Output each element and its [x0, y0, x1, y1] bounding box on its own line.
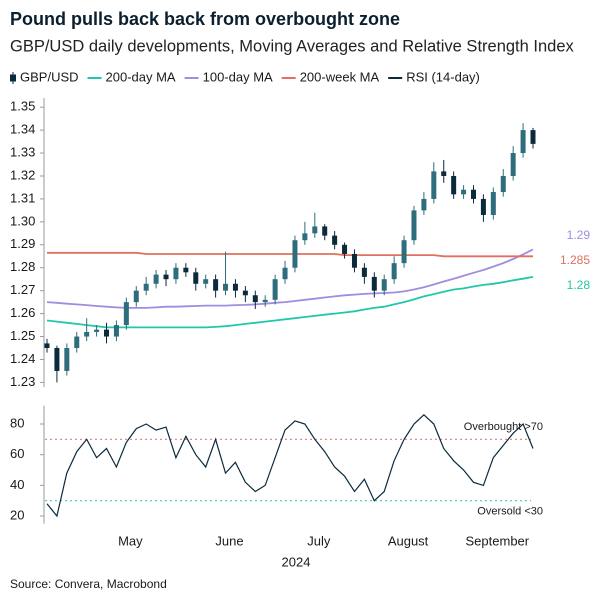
candle-body [361, 267, 367, 277]
ma-line [46, 248, 534, 309]
legend-label: 200-week MA [300, 69, 380, 84]
end-label: 1.285 [560, 253, 590, 267]
x-tick-label: August [388, 533, 429, 548]
candle-body [84, 331, 90, 337]
y-tick-label: 1.35 [10, 99, 35, 114]
end-label: 1.29 [567, 228, 591, 242]
candle-body [322, 226, 328, 236]
candle-body [520, 130, 526, 154]
candle-body [242, 290, 248, 296]
x-tick-label: September [466, 533, 530, 548]
candle-body [470, 189, 476, 199]
source: Source: Convera, Macrobond [10, 577, 167, 591]
y-tick-label: 1.29 [10, 236, 35, 251]
y-tick-label: 1.32 [10, 167, 35, 182]
candle-body [232, 283, 238, 291]
candle-body [163, 274, 169, 280]
y-tick-label: 1.24 [10, 351, 35, 366]
y-tick-label: 1.30 [10, 213, 35, 228]
candle-body [332, 235, 338, 245]
candle-body [381, 279, 387, 291]
y-tick-label: 80 [10, 415, 24, 430]
reference-label: Overbought >70 [464, 421, 543, 433]
ma-line [46, 276, 534, 329]
candle-body [500, 175, 506, 193]
candle-body [143, 283, 149, 291]
y-tick-label: 1.27 [10, 282, 35, 297]
y-tick-label: 1.33 [10, 144, 35, 159]
candle-body [461, 189, 467, 195]
chart-subtitle: GBP/USD daily developments, Moving Avera… [10, 37, 575, 55]
reference-label: Oversold <30 [477, 506, 543, 518]
candle-body [153, 274, 159, 284]
candle-body [252, 295, 258, 303]
candle-body [391, 263, 397, 280]
candle-body [312, 226, 318, 234]
candle-body [262, 299, 268, 303]
candle-body [282, 267, 288, 280]
candle-body [441, 171, 447, 176]
candle-body [203, 279, 209, 284]
candle-body [74, 336, 80, 349]
y-tick-label: 1.31 [10, 190, 35, 205]
candle-body [44, 343, 50, 349]
candle-body [530, 130, 536, 144]
x-tick-label: May [118, 533, 143, 548]
candle-body [401, 240, 407, 264]
x-tick-label: July [307, 533, 331, 548]
y-tick-label: 40 [10, 477, 24, 492]
legend-label: 100-day MA [203, 69, 273, 84]
y-tick-label: 1.34 [10, 122, 35, 137]
x-axis-label: 2024 [282, 554, 311, 569]
legend-label: 200-day MA [106, 69, 176, 84]
legend-label: GBP/USD [20, 69, 79, 84]
candle-body [451, 175, 457, 195]
candle-body [133, 290, 139, 303]
candle-body [54, 348, 60, 371]
candle-body [94, 329, 100, 332]
candle-body [123, 302, 129, 326]
y-tick-label: 1.26 [10, 305, 35, 320]
x-tick-label: June [215, 533, 243, 548]
candle-body [173, 267, 179, 280]
y-tick-label: 1.28 [10, 259, 35, 274]
candle-body [213, 279, 219, 291]
candle-body [64, 348, 70, 371]
y-tick-label: 60 [10, 446, 24, 461]
candle-body [292, 240, 298, 268]
candle-body [104, 329, 110, 337]
candle-body [480, 198, 486, 215]
candle-body [490, 192, 496, 215]
candle-body [342, 244, 348, 254]
candle-body [193, 272, 199, 284]
candle-body [411, 210, 417, 241]
legend-swatch [10, 74, 16, 82]
candle-body [302, 233, 308, 241]
candle-body [431, 171, 437, 199]
chart-title: Pound pulls back back from overbought zo… [10, 9, 400, 29]
candle-body [351, 253, 357, 268]
y-tick-label: 1.25 [10, 328, 35, 343]
legend-label: RSI (14-day) [406, 69, 480, 84]
candle-body [510, 153, 516, 176]
ma-line [47, 251, 533, 258]
y-tick-label: 20 [10, 507, 24, 522]
candle-body [371, 276, 377, 291]
candle-body [113, 325, 119, 337]
candle-body [421, 198, 427, 211]
candle-body [183, 267, 189, 273]
rsi-line [46, 413, 534, 518]
candle-body [272, 279, 278, 300]
y-tick-label: 1.23 [10, 374, 35, 389]
end-label: 1.28 [567, 278, 591, 292]
candle-body [223, 283, 229, 291]
